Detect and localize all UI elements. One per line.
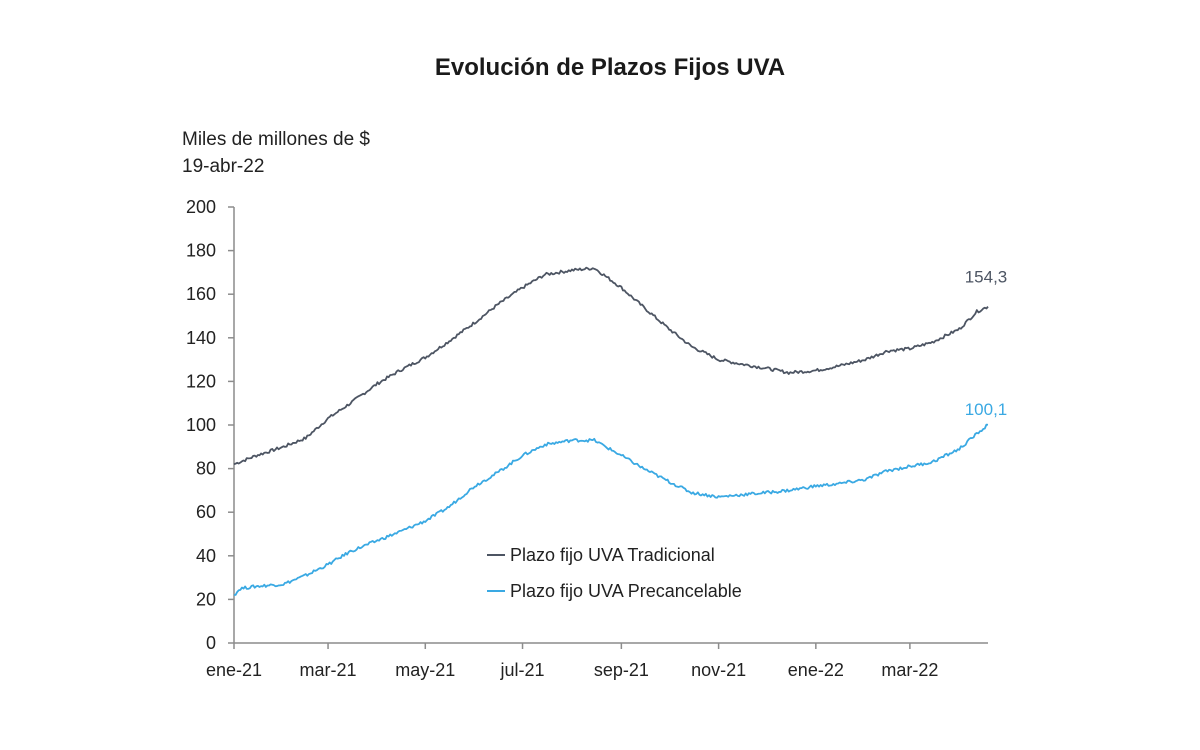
x-tick-label: nov-21 [691,660,746,680]
y-tick-label: 140 [186,328,216,348]
legend-label: Plazo fijo UVA Tradicional [510,545,715,565]
x-tick-label: mar-22 [881,660,938,680]
x-tick-label: sep-21 [594,660,649,680]
x-tick-label: mar-21 [300,660,357,680]
end-value-label: 100,1 [965,400,1008,419]
legend: Plazo fijo UVA Tradicional Plazo fijo UVA… [487,545,742,601]
x-tick-label: may-21 [395,660,455,680]
y-tick-label: 60 [196,502,216,522]
x-tick-label: ene-21 [206,660,262,680]
y-tick-label: 120 [186,371,216,391]
legend-label: Plazo fijo UVA Precancelable [510,581,742,601]
y-tick-label: 0 [206,633,216,653]
series-line-tradicional [233,266,989,466]
series-layer: 154,3 100,1 [233,266,1008,596]
x-axis: ene-21 mar-21 may-21 jul-21 sep-21 nov-21 ene-… [206,642,988,680]
y-tick-label: 20 [196,589,216,609]
chart-title: Evolución de Plazos Fijos UVA [435,54,785,81]
y-tick-label: 80 [196,459,216,479]
y-axis: 0 20 40 60 80 100 120 140 160 180 200 [186,197,235,653]
y-tick-label: 100 [186,415,216,435]
date-label: 19-abr-22 [182,156,264,177]
x-tick-label: jul-21 [500,660,545,680]
unit-label: Miles de millones de $ [182,129,370,150]
end-value-label: 154,3 [965,268,1008,287]
y-tick-label: 160 [186,284,216,304]
y-tick-label: 180 [186,241,216,261]
x-tick-label: ene-22 [788,660,844,680]
y-tick-label: 200 [186,197,216,217]
y-tick-label: 40 [196,546,216,566]
series-line-precancelable [233,423,989,596]
